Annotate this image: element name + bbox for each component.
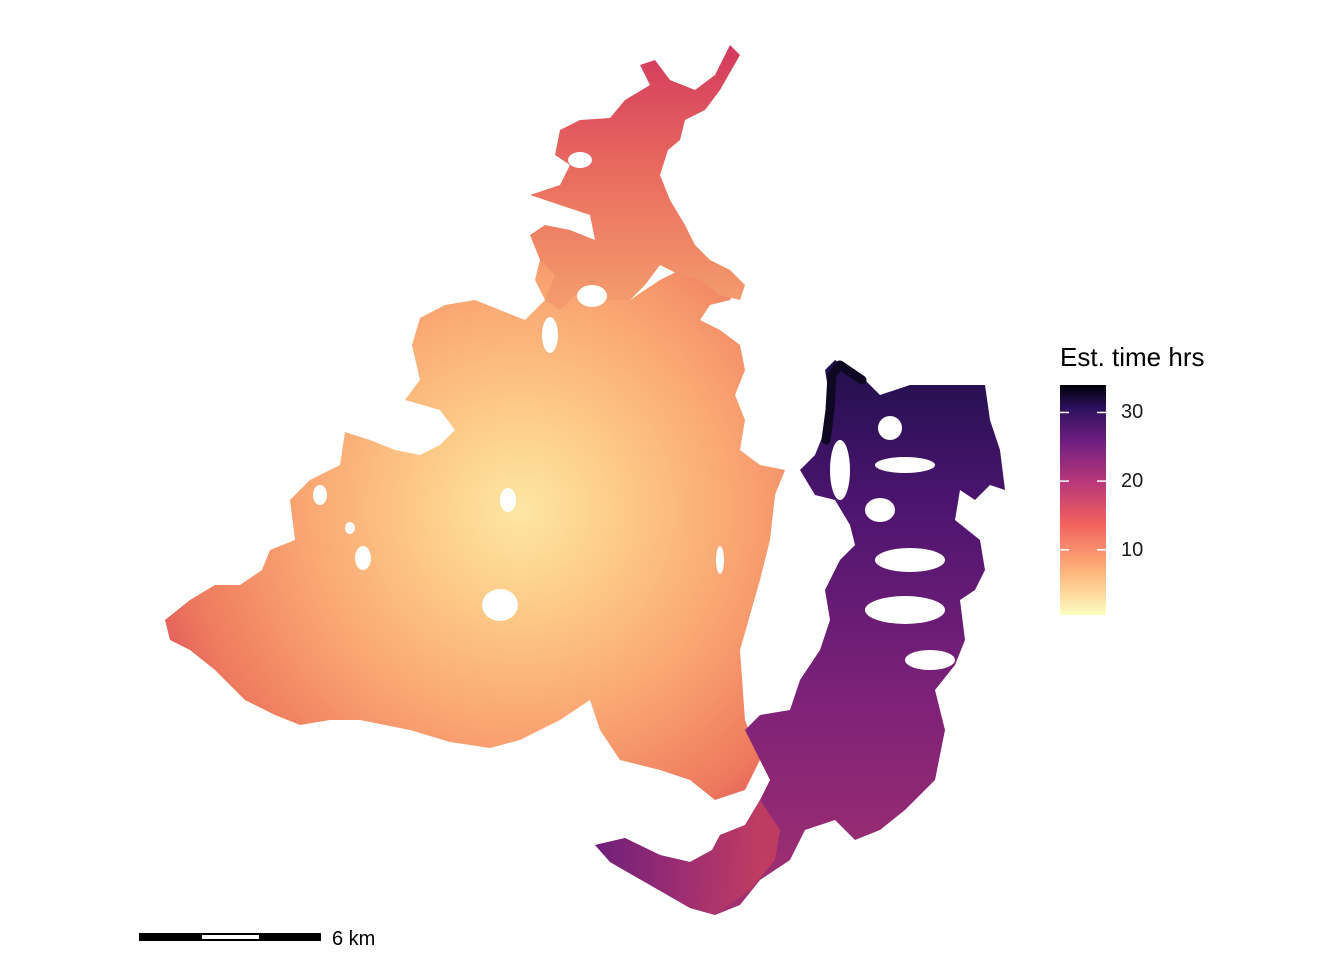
- north-east-arm: [821, 360, 867, 445]
- lake: [542, 317, 558, 353]
- lake: [500, 488, 516, 512]
- scale-bar: [139, 933, 321, 941]
- east-region: [595, 360, 1005, 915]
- legend-tick-marks: [1060, 411, 1106, 551]
- lake: [865, 498, 895, 522]
- lake: [905, 650, 955, 670]
- legend-title: Est. time hrs: [1060, 342, 1205, 372]
- south-tail: [595, 800, 780, 915]
- west-region: [165, 245, 785, 800]
- lake: [313, 485, 327, 505]
- legend-colorbar: [1060, 385, 1106, 615]
- lake: [345, 522, 355, 534]
- lake: [355, 546, 371, 570]
- lake: [568, 152, 592, 168]
- legend-tick-label: 10: [1121, 538, 1144, 561]
- lake: [875, 457, 935, 473]
- water-gaps: [313, 152, 955, 670]
- legend-tick-label: 30: [1121, 401, 1144, 424]
- legend-tick-label: 20: [1121, 470, 1144, 493]
- lake: [875, 548, 945, 572]
- lake: [716, 546, 724, 574]
- scale-bar-label: 6 km: [332, 928, 376, 950]
- lake: [577, 285, 607, 307]
- lake: [830, 440, 850, 500]
- lake: [878, 416, 902, 440]
- north-region: [530, 45, 745, 310]
- lake: [865, 596, 945, 624]
- lake: [482, 589, 518, 621]
- scale-bar-segment: [202, 935, 259, 939]
